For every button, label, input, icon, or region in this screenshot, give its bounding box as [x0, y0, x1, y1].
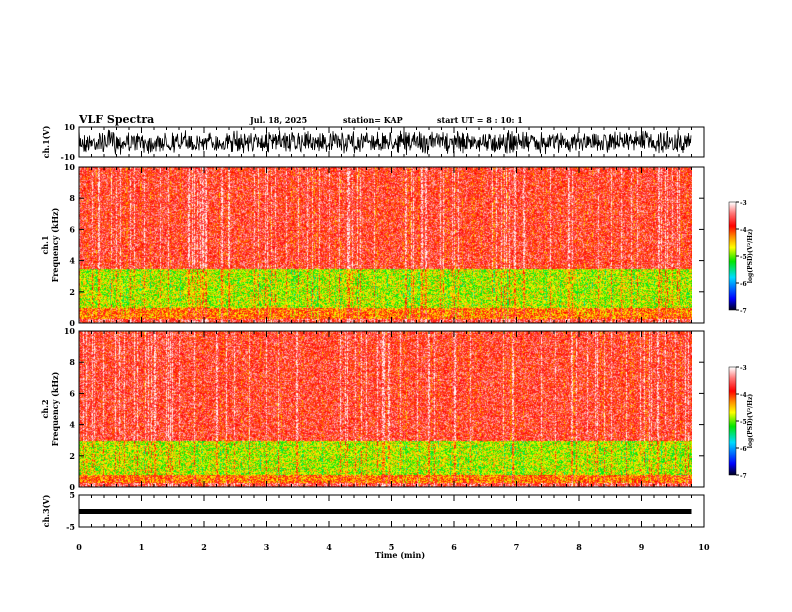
ch1-spec-ylabel-1: ch.1 [40, 235, 50, 254]
y-tick-label: 8 [69, 357, 75, 367]
x-tick-label: 6 [451, 542, 457, 552]
colorbar-frame [728, 366, 737, 476]
y-tick-label: -5 [66, 522, 75, 532]
x-tick-label: 3 [264, 542, 270, 552]
y-tick-label: 10 [64, 162, 76, 172]
ch3-waveform-line [79, 509, 692, 514]
ch2-spec-ylabel-2: Frequency (kHz) [50, 371, 60, 446]
colorbar-2-label: log(PSD)(V²/Hz) [747, 394, 754, 449]
y-tick-label: 10 [64, 326, 76, 336]
colorbar-1-label: log(PSD)(V²/Hz) [747, 229, 754, 284]
date-label: Jul. 18, 2025 [249, 115, 307, 125]
y-tick-label: 2 [69, 451, 75, 461]
y-tick-label: 8 [69, 193, 75, 203]
colorbar-tick-label: -6 [740, 446, 747, 453]
colorbar-tick-label: -4 [740, 227, 747, 234]
station-label: station= KAP [343, 115, 403, 125]
y-tick-label: 0 [69, 482, 75, 492]
colorbar-tick-label: -6 [740, 281, 747, 288]
panel-frame-ch2-spectrogram [78, 330, 705, 488]
ch2-spectrogram-image [79, 331, 692, 487]
colorbar-tick-label: -7 [740, 473, 747, 480]
colorbar-tick-label: -3 [740, 365, 747, 372]
colorbar-tick-label: -5 [740, 419, 747, 426]
ch1-spec-ylabel-2: Frequency (kHz) [50, 207, 60, 282]
colorbar-tick-label: -4 [740, 392, 747, 399]
x-tick-label: 1 [139, 542, 145, 552]
panel-frame-ch1-spectrogram [78, 166, 705, 324]
colorbar-tick-label: -7 [740, 308, 747, 315]
y-tick-label: 10 [64, 122, 76, 132]
x-tick-label: 5 [389, 542, 395, 552]
y-tick-label: -10 [61, 152, 76, 162]
y-tick-label: 2 [69, 287, 75, 297]
ch1-ylabel: ch.1(V) [41, 125, 51, 158]
colorbar-2 [729, 367, 736, 475]
x-tick-label: 2 [201, 542, 207, 552]
colorbar-1 [729, 202, 736, 310]
ch2-spec-ylabel-1: ch.2 [40, 399, 50, 418]
start-time-label: start UT = 8 : 10: 1 [437, 115, 523, 125]
colorbar-tick-label: -5 [740, 254, 747, 261]
x-axis-label: Time (min) [375, 550, 425, 560]
y-tick-label: 6 [69, 388, 75, 398]
colorbar-frame [728, 201, 737, 311]
x-tick-label: 7 [514, 542, 520, 552]
y-tick-label: 4 [69, 420, 75, 430]
figure-title: VLF Spectra [78, 113, 154, 126]
x-tick-label: 10 [698, 542, 710, 552]
ch3-ylabel: ch.3(V) [41, 494, 51, 527]
x-tick-label: 0 [76, 542, 82, 552]
ch1-spectrogram-image [79, 167, 692, 323]
y-tick-label: 0 [69, 318, 75, 328]
y-tick-label: 5 [69, 490, 75, 500]
x-tick-label: 9 [639, 542, 645, 552]
y-tick-label: 6 [69, 224, 75, 234]
y-tick-label: 4 [69, 256, 75, 266]
x-tick-label: 4 [326, 542, 332, 552]
x-tick-label: 8 [576, 542, 582, 552]
ch1-waveform-line [78, 129, 692, 156]
colorbar-tick-label: -3 [740, 200, 747, 207]
